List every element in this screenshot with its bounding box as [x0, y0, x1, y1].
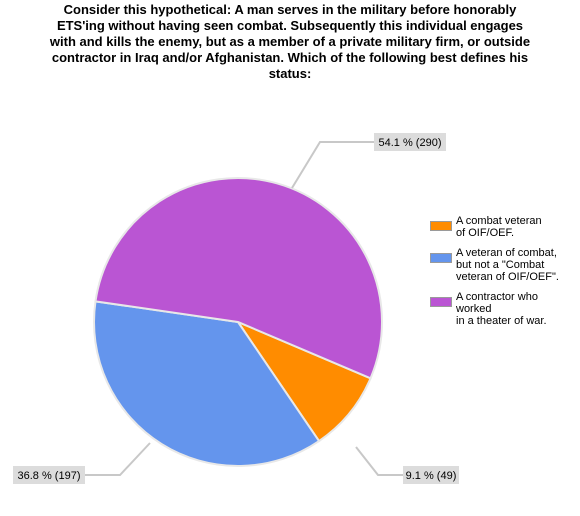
legend-item-contractor: A contractor who worked in a theater of …	[430, 291, 580, 327]
leader-line-combat-veteran	[355, 446, 403, 476]
legend-swatch-veteran-of-combat	[430, 253, 452, 263]
chart-title: Consider this hypothetical: A man serves…	[49, 2, 531, 81]
data-label-contractor: 54.1 % (290)	[379, 137, 442, 149]
data-label-veteran-of-combat: 36.8 % (197)	[18, 470, 81, 482]
pie-slice-veteran-of-combat	[93, 300, 321, 467]
legend-item-combat-veteran: A combat veteran of OIF/OEF.	[430, 215, 580, 239]
pie-slice-contractor	[94, 177, 383, 380]
legend-label-contractor: A contractor who worked in a theater of …	[456, 291, 547, 327]
leader-line-contractor	[291, 141, 374, 189]
legend-label-combat-veteran: A combat veteran of OIF/OEF.	[456, 215, 542, 239]
legend-label-veteran-of-combat: A veteran of combat, but not a "Combat v…	[456, 247, 559, 283]
legend-swatch-combat-veteran	[430, 221, 452, 231]
leader-line-veteran-of-combat	[85, 442, 151, 476]
chart-legend: A combat veteran of OIF/OEF. A veteran o…	[430, 215, 580, 335]
legend-swatch-contractor	[430, 297, 452, 307]
data-label-box-veteran-of-combat	[13, 466, 85, 484]
pie-slice-combat-veteran	[235, 319, 372, 443]
data-label-box-combat-veteran	[403, 466, 459, 484]
legend-item-veteran-of-combat: A veteran of combat, but not a "Combat v…	[430, 247, 580, 283]
data-label-combat-veteran: 9.1 % (49)	[406, 470, 457, 482]
data-label-box-contractor	[374, 133, 446, 151]
